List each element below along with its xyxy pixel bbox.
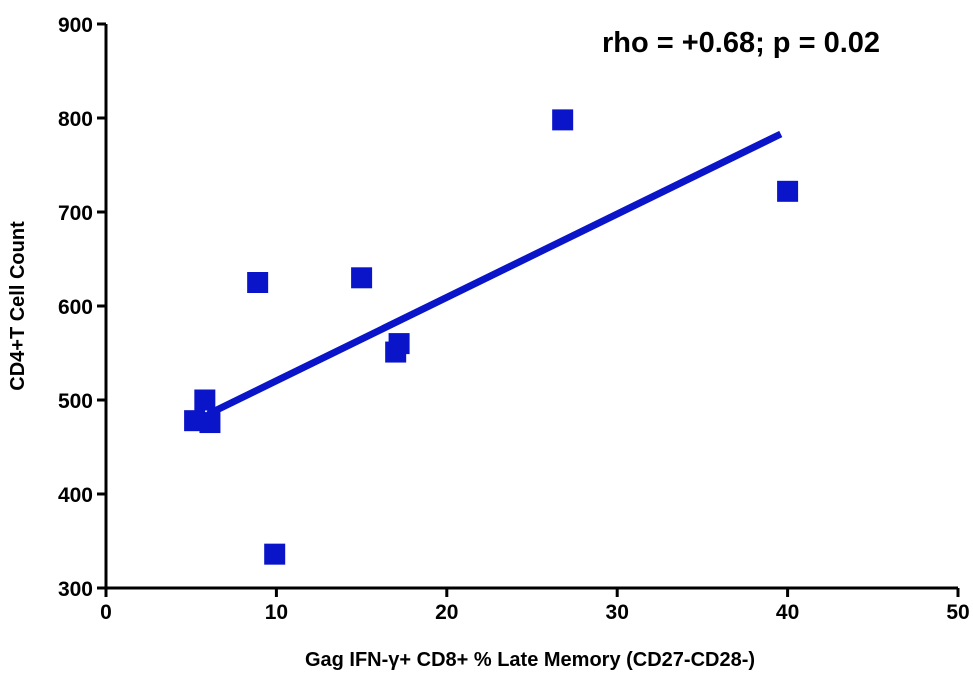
y-tick-label: 600 xyxy=(58,296,93,319)
x-axis: 0 10 20 30 40 50 xyxy=(100,586,970,624)
y-tick-label: 800 xyxy=(58,108,93,131)
y-axis-title: CD4+T Cell Count xyxy=(7,221,29,391)
data-point xyxy=(199,412,221,434)
regression-line-group xyxy=(206,130,783,418)
y-tick-label: 400 xyxy=(58,484,93,507)
y-tick-label: 500 xyxy=(58,390,93,413)
x-tick-label: 10 xyxy=(265,601,288,624)
x-tick-label: 30 xyxy=(606,601,629,624)
x-axis-title: Gag IFN-γ+ CD8+ % Late Memory (CD27-CD28… xyxy=(305,649,755,671)
y-axis: 300 400 500 600 700 800 900 xyxy=(58,14,108,601)
data-points xyxy=(184,109,799,565)
correlation-annotation: rho = +0.68; p = 0.02 xyxy=(602,27,880,59)
regression-line xyxy=(206,130,783,418)
data-point xyxy=(388,333,410,355)
data-point xyxy=(777,180,799,202)
x-tick-label: 0 xyxy=(100,601,112,624)
data-point xyxy=(264,543,286,565)
y-tick-label: 900 xyxy=(58,14,93,37)
data-point xyxy=(351,267,373,289)
y-tick-label: 300 xyxy=(58,578,93,601)
x-tick-label: 40 xyxy=(776,601,799,624)
y-tick-label: 700 xyxy=(58,202,93,225)
data-point xyxy=(247,272,269,293)
x-tick-label: 20 xyxy=(435,601,458,624)
data-point xyxy=(552,109,574,131)
x-tick-label: 50 xyxy=(946,601,969,624)
data-point xyxy=(194,389,216,411)
